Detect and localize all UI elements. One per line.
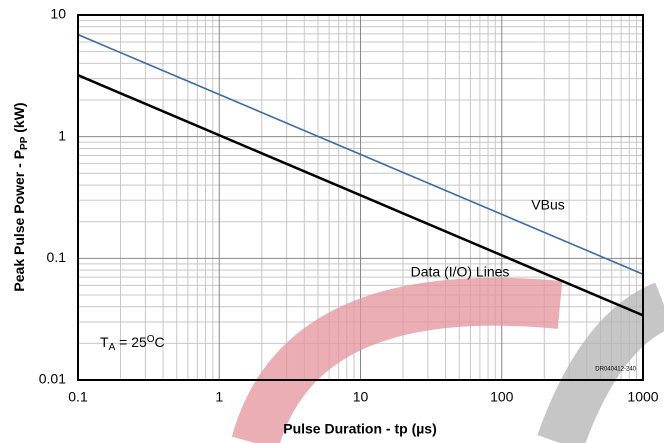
x-tick-label: 100 xyxy=(490,389,514,405)
plot-frame xyxy=(77,14,644,381)
y-tick-label: 0.01 xyxy=(39,371,66,387)
plot xyxy=(77,33,644,317)
series-line xyxy=(77,74,644,317)
watermark-arc xyxy=(537,282,664,443)
cond-after: C xyxy=(155,334,165,350)
watermark-arc xyxy=(231,277,563,443)
doc-code: DR040412-240 xyxy=(595,367,636,373)
cond-sup: O xyxy=(147,334,155,345)
cond-t: T xyxy=(100,334,109,350)
y-label-after: (kW) xyxy=(11,102,27,136)
y-tick-label: 10 xyxy=(50,6,66,22)
y-tick-label: 0.1 xyxy=(47,249,67,265)
x-tick-label: 0.1 xyxy=(68,389,88,405)
x-tick-label: 10 xyxy=(353,389,369,405)
x-tick-label: 1 xyxy=(215,389,223,405)
series-label: VBus xyxy=(531,197,564,213)
y-axis-label: Peak Pulse Power - PPP (kW) xyxy=(11,102,30,291)
series-line xyxy=(77,33,644,275)
x-tick-label: 1000 xyxy=(627,389,658,405)
watermark xyxy=(231,277,664,443)
condition: TA = 25OC xyxy=(100,334,165,353)
series-label: Data (I/O) Lines xyxy=(411,264,510,280)
y-label-text: Peak Pulse Power - P xyxy=(11,150,27,292)
y-tick-label: 1 xyxy=(58,127,66,143)
x-axis-label: Pulse Duration - tp (µs) xyxy=(283,421,437,437)
cond-mid: = 25 xyxy=(115,334,147,350)
y-label-sub: PP xyxy=(19,136,30,150)
cond-sub: A xyxy=(109,342,116,353)
